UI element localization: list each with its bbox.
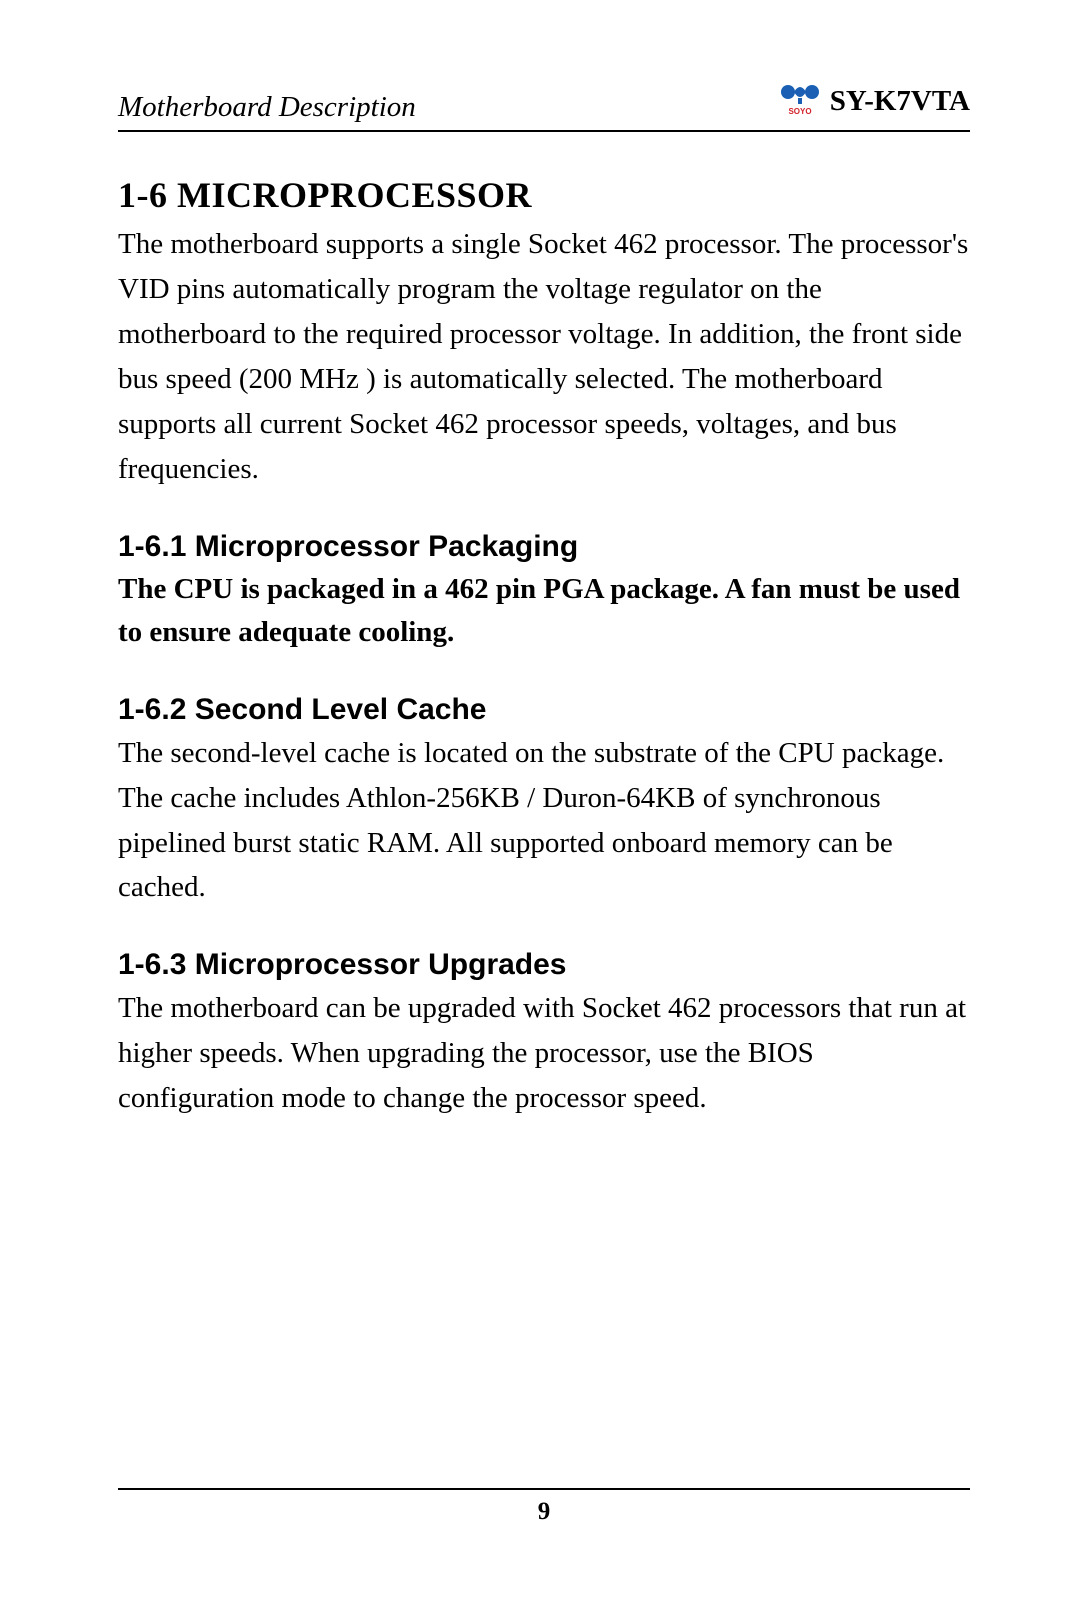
header-right-group: SOYO SY-K7VTA bbox=[780, 78, 970, 124]
page-footer: 9 bbox=[118, 1488, 970, 1526]
soyo-logo-icon: SOYO bbox=[780, 78, 820, 124]
subsection-heading-1-6-3: 1-6.3 Microprocessor Upgrades bbox=[118, 948, 970, 982]
svg-text:SOYO: SOYO bbox=[788, 107, 811, 116]
paragraph-upgrades: The motherboard can be upgraded with Soc… bbox=[118, 986, 970, 1121]
paragraph-packaging: The CPU is packaged in a 462 pin PGA pac… bbox=[118, 568, 970, 655]
subsection-heading-1-6-1: 1-6.1 Microprocessor Packaging bbox=[118, 530, 970, 564]
paragraph-cache: The second-level cache is located on the… bbox=[118, 731, 970, 911]
header-left-title: Motherboard Description bbox=[118, 91, 416, 124]
section-heading-1-6: 1-6 MICROPROCESSOR bbox=[118, 174, 970, 216]
page: Motherboard Description SOYO SY-K7VTA 1-… bbox=[0, 0, 1080, 1618]
header-model: SY-K7VTA bbox=[830, 85, 970, 118]
paragraph-microprocessor-intro: The motherboard supports a single Socket… bbox=[118, 222, 970, 492]
page-header: Motherboard Description SOYO SY-K7VTA bbox=[118, 78, 970, 132]
subsection-heading-1-6-2: 1-6.2 Second Level Cache bbox=[118, 693, 970, 727]
page-number: 9 bbox=[538, 1498, 551, 1525]
